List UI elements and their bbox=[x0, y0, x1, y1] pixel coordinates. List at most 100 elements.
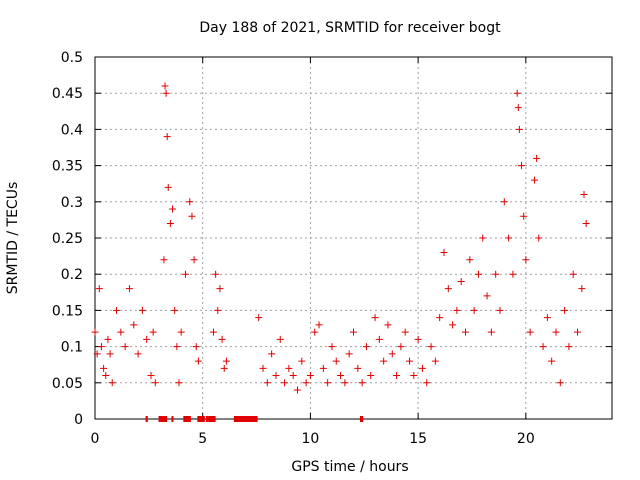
data-point bbox=[505, 234, 513, 242]
y-tick-label: 0.05 bbox=[52, 376, 83, 392]
data-point bbox=[319, 364, 327, 372]
data-point bbox=[565, 343, 573, 351]
data-point bbox=[102, 372, 110, 380]
x-tick-label: 0 bbox=[91, 431, 100, 447]
data-point bbox=[281, 379, 289, 387]
y-tick-label: 0.25 bbox=[52, 231, 83, 247]
axis-ticks: 0 0.05 0.1 0.15 0.2 0.25 0.3 0.35 0.4 0.45 0.5 0 5 10… bbox=[52, 50, 612, 447]
plot-frame bbox=[94, 56, 613, 420]
y-axis-label: SRMTID / TECUs bbox=[5, 182, 21, 295]
data-point bbox=[474, 270, 482, 278]
data-point bbox=[350, 328, 357, 336]
data-point bbox=[209, 328, 217, 336]
data-point bbox=[337, 372, 345, 380]
data-point bbox=[384, 321, 392, 329]
data-points bbox=[91, 82, 590, 394]
data-point bbox=[106, 350, 114, 358]
data-point bbox=[345, 350, 353, 358]
y-tick-label: 0.1 bbox=[61, 340, 83, 356]
y-tick-label: 0.35 bbox=[52, 159, 83, 175]
data-point bbox=[375, 335, 383, 343]
data-point bbox=[479, 234, 487, 242]
gap-marker bbox=[233, 416, 258, 422]
data-point bbox=[263, 379, 271, 387]
data-point bbox=[164, 183, 172, 191]
data-point bbox=[298, 357, 306, 365]
data-point bbox=[362, 343, 370, 351]
data-point bbox=[222, 357, 230, 365]
data-point bbox=[518, 162, 526, 170]
data-point bbox=[449, 321, 457, 329]
data-point bbox=[289, 372, 297, 380]
data-point bbox=[171, 306, 179, 314]
data-point bbox=[530, 176, 538, 184]
data-point bbox=[492, 270, 500, 278]
data-point bbox=[543, 314, 551, 322]
data-point bbox=[175, 379, 183, 387]
data-point bbox=[401, 328, 409, 336]
data-point bbox=[272, 372, 280, 380]
data-point bbox=[393, 372, 401, 380]
gap-marker bbox=[359, 416, 364, 422]
x-tick-label: 15 bbox=[409, 431, 427, 447]
data-point bbox=[259, 364, 267, 372]
data-point bbox=[311, 328, 319, 336]
gap-marker bbox=[208, 416, 216, 422]
data-point bbox=[462, 328, 470, 336]
data-point bbox=[328, 343, 336, 351]
data-point bbox=[285, 364, 293, 372]
data-point bbox=[582, 220, 590, 228]
data-point bbox=[161, 82, 169, 90]
data-point bbox=[117, 328, 125, 336]
data-point bbox=[341, 379, 349, 387]
gap-marker bbox=[205, 416, 208, 422]
data-point bbox=[500, 198, 508, 206]
data-point bbox=[332, 357, 340, 365]
data-point bbox=[93, 350, 101, 358]
data-point bbox=[406, 357, 414, 365]
y-tick-label: 0.5 bbox=[61, 50, 83, 66]
data-point bbox=[143, 335, 151, 343]
data-point bbox=[276, 335, 284, 343]
data-point bbox=[513, 89, 521, 97]
data-point bbox=[388, 350, 396, 358]
data-point bbox=[483, 292, 491, 300]
data-point bbox=[453, 306, 461, 314]
data-point bbox=[574, 328, 582, 336]
data-point bbox=[367, 372, 375, 380]
data-point bbox=[414, 335, 422, 343]
data-point bbox=[466, 256, 474, 264]
data-point bbox=[496, 306, 504, 314]
data-point bbox=[315, 321, 323, 329]
data-point bbox=[358, 379, 366, 387]
data-point bbox=[306, 372, 314, 380]
data-point bbox=[457, 277, 465, 285]
data-point bbox=[514, 104, 522, 112]
data-point bbox=[539, 343, 547, 351]
data-point bbox=[380, 357, 388, 365]
data-point bbox=[561, 306, 569, 314]
data-point bbox=[108, 379, 116, 387]
data-point bbox=[91, 328, 99, 336]
x-axis-label: GPS time / hours bbox=[291, 459, 408, 475]
gap-marker bbox=[145, 416, 148, 422]
data-point bbox=[578, 285, 586, 293]
data-point bbox=[397, 343, 405, 351]
data-point bbox=[138, 306, 146, 314]
data-point bbox=[160, 256, 168, 264]
data-point bbox=[436, 314, 444, 322]
data-point bbox=[220, 364, 228, 372]
data-point bbox=[192, 343, 200, 351]
gap-markers bbox=[145, 416, 364, 422]
data-point bbox=[418, 364, 426, 372]
y-tick-label: 0.15 bbox=[52, 303, 83, 319]
data-point bbox=[218, 335, 226, 343]
data-point bbox=[113, 306, 121, 314]
data-point bbox=[324, 379, 332, 387]
x-tick-label: 20 bbox=[517, 431, 535, 447]
gap-marker bbox=[158, 416, 168, 422]
data-point bbox=[440, 248, 448, 256]
data-point bbox=[104, 335, 112, 343]
data-point bbox=[431, 357, 439, 365]
